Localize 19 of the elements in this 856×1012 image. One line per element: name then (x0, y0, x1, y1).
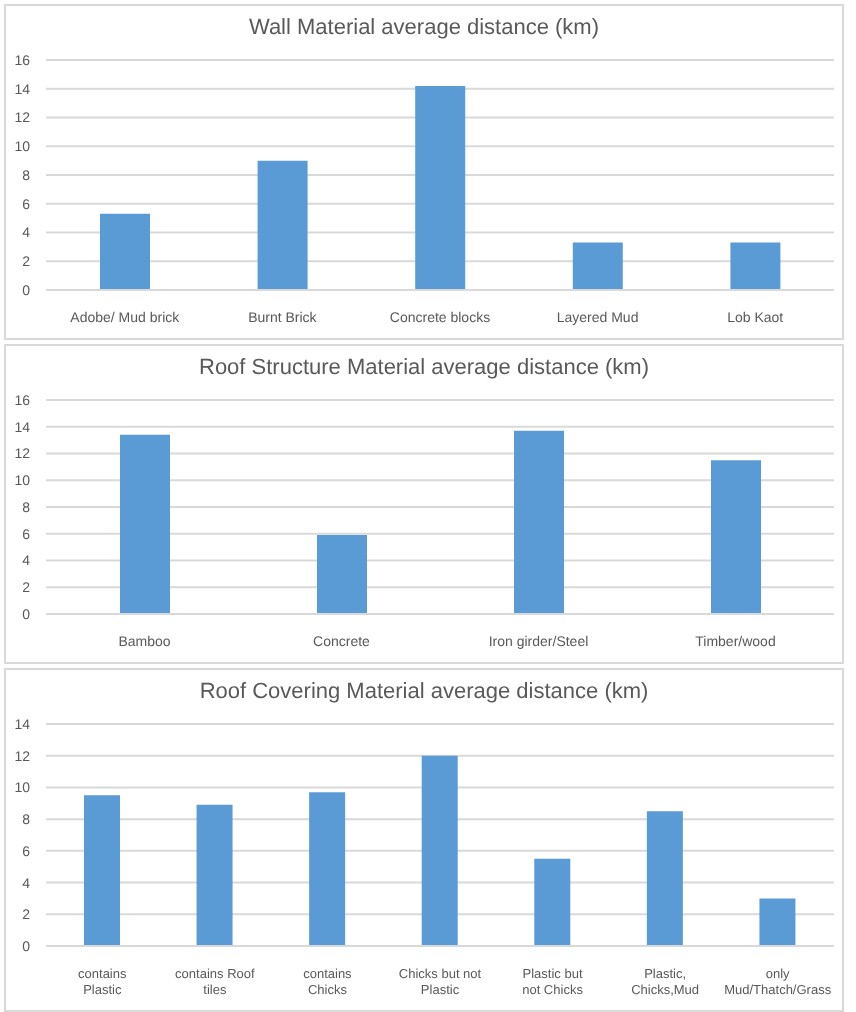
chart-title: Wall Material average distance (km) (246, 14, 602, 44)
bar (120, 434, 170, 614)
bar (759, 898, 796, 946)
bar (415, 85, 466, 290)
bar (730, 242, 781, 290)
bar (572, 242, 623, 290)
chart-title: Roof Covering Material average distance (km) (197, 678, 651, 708)
bar (309, 792, 346, 946)
bar (84, 795, 120, 946)
bar (534, 858, 571, 946)
bar (421, 755, 458, 946)
bar (100, 213, 150, 290)
bar (257, 160, 308, 290)
bar (514, 430, 564, 614)
bar (317, 535, 367, 614)
bar (196, 804, 233, 946)
chart-title: Roof Structure Material average distance (km) (197, 354, 651, 384)
bar (711, 460, 761, 614)
bar (646, 811, 683, 946)
